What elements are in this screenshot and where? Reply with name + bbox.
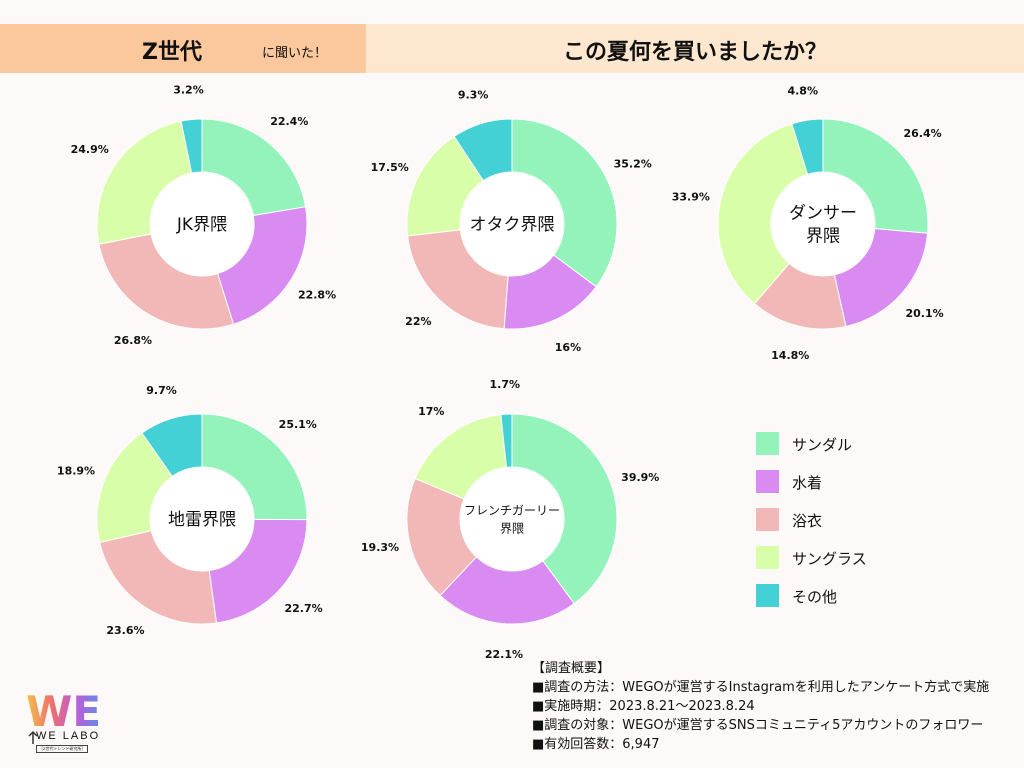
chart-2-title-line-0: ダンサー (789, 204, 857, 224)
legend-item-other: その他 (756, 584, 956, 608)
chart-4-title-line-0: フレンチガーリー (464, 503, 560, 517)
chart-0-title-line-0: JK界隈 (176, 215, 227, 235)
legend-swatch-sandal (756, 432, 779, 455)
chart-2-title-line-1: 界隈 (806, 227, 840, 247)
legend-label-swimsuit: 水着 (792, 474, 823, 492)
logo-mark: WE (26, 690, 101, 736)
chart-4-label-swimsuit: 22.1% (485, 648, 523, 661)
header-subtitle: に聞いた！ (262, 46, 328, 61)
chart-1-label-yukata: 22% (405, 315, 431, 328)
header-title: Z世代 (142, 40, 202, 65)
summary-method: ■調査の方法：WEGOが運営するInstagramを利用したアンケート方式で実施 (532, 680, 990, 695)
chart-3-label-swimsuit: 22.7% (284, 602, 322, 615)
chart-4-label-sandal: 39.9% (621, 471, 659, 484)
chart-4-title-line-1: 界隈 (500, 521, 524, 535)
legend-label-sandal: サンダル (792, 436, 853, 454)
chart-3-label-yukata: 23.6% (106, 624, 144, 637)
survey-question: この夏何を買いましたか？ (562, 40, 827, 65)
logo-name: WE LABO (36, 730, 101, 742)
summary-heading: 【調査概要】 (532, 661, 611, 676)
chart-3-label-sunglasses: 18.9% (57, 464, 95, 477)
chart-3-title-line-0: 地雷界隈 (168, 510, 236, 530)
chart-0-center (150, 172, 254, 276)
legend-swatch-swimsuit (756, 470, 779, 493)
chart-0-label-other: 3.2% (173, 84, 204, 97)
chart-4-label-yukata: 19.3% (361, 541, 399, 554)
chart-2-label-sandal: 26.4% (903, 127, 941, 140)
chart-3-label-sandal: 25.1% (279, 418, 317, 431)
chart-3-label-other: 9.7% (146, 384, 177, 397)
chart-4-label-sunglasses: 17% (418, 405, 444, 418)
chart-1-label-other: 9.3% (458, 89, 489, 102)
chart-2-center (771, 172, 875, 276)
legend-swatch-yukata (756, 508, 779, 531)
chart-0-label-yukata: 26.8% (114, 334, 152, 347)
chart-1-label-swimsuit: 16% (555, 341, 581, 354)
chart-3-center (150, 467, 254, 571)
summary-period: ■実施時期：2023.8.21〜2023.8.24 (532, 699, 755, 714)
legend-label-yukata: 浴衣 (792, 512, 823, 530)
header-right-band (366, 24, 1024, 73)
chart-4-label-other: 1.7% (490, 378, 521, 391)
chart-1-label-sunglasses: 17.5% (371, 161, 409, 174)
chart-1-label-sandal: 35.2% (614, 157, 652, 170)
chart-2-label-sunglasses: 33.9% (672, 191, 710, 204)
legend-swatch-other (756, 584, 779, 607)
legend-label-sunglasses: サングラス (792, 550, 867, 568)
legend-item-swimsuit: 水着 (756, 470, 956, 494)
chart-2-label-yukata: 14.8% (771, 349, 809, 362)
chart-0-label-sunglasses: 24.9% (71, 143, 109, 156)
chart-1-center (460, 172, 564, 276)
header-left-band (0, 24, 366, 73)
we-labo-logo: WE (26, 690, 101, 744)
chart-1-title-line-0: オタク界隈 (470, 215, 555, 235)
legend-item-sandal: サンダル (756, 432, 956, 456)
summary-target: ■調査の対象：WEGOが運営するSNSコミュニティ5アカウントのフォロワー (532, 718, 984, 733)
summary-responses: ■有効回答数：6,947 (532, 737, 660, 752)
chart-2-label-swimsuit: 20.1% (905, 307, 943, 320)
chart-2-label-other: 4.8% (787, 85, 818, 98)
chart-2-slice-sandal (822, 118, 929, 234)
legend-label-other: その他 (792, 588, 838, 606)
survey-summary: 【調査概要】 ■調査の方法：WEGOが運営するInstagramを利用したアンケ… (532, 659, 989, 754)
logo-tagline: ［Z世代トレンド研究所］ (36, 745, 89, 753)
chart-0-label-swimsuit: 22.8% (298, 289, 336, 302)
chart-0-label-sandal: 22.4% (270, 115, 308, 128)
legend-item-sunglasses: サングラス (756, 546, 956, 570)
legend-swatch-sunglasses (756, 546, 779, 569)
chart-4-center (460, 467, 564, 571)
legend-item-yukata: 浴衣 (756, 508, 956, 532)
